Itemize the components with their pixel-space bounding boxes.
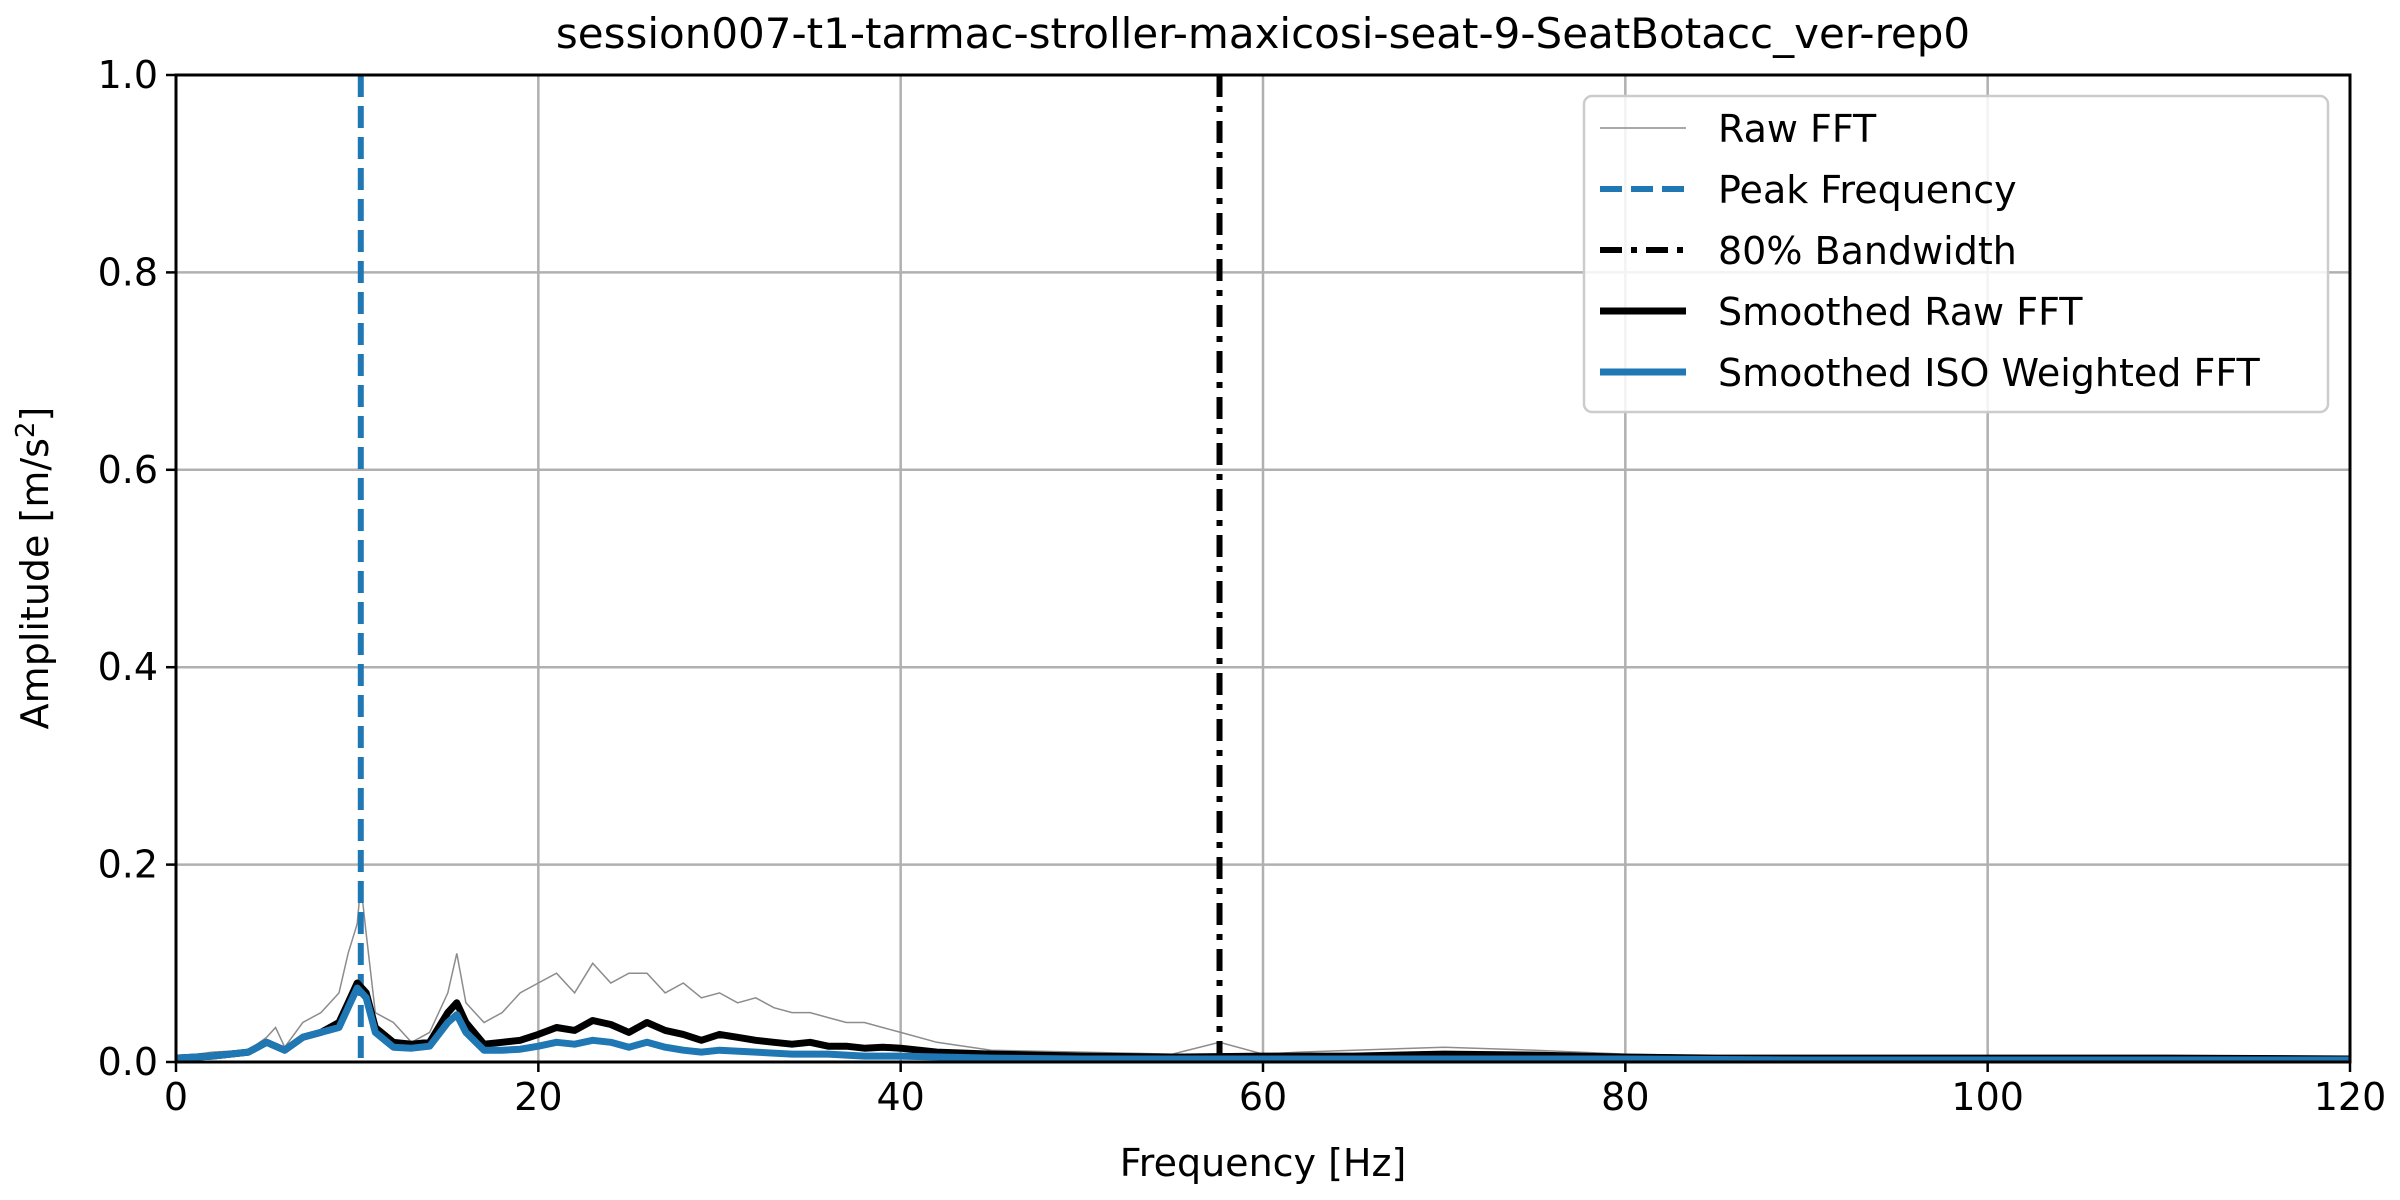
legend-label-peak-frequency: Peak Frequency <box>1718 168 2017 212</box>
y-tick-label: 0.0 <box>98 1040 158 1084</box>
y-tick-label: 0.2 <box>98 843 158 887</box>
raw-fft-line <box>175 884 2350 1059</box>
y-tick-label: 0.4 <box>98 645 158 689</box>
y-tick-label: 0.6 <box>98 448 158 492</box>
y-tick-label: 1.0 <box>98 53 158 97</box>
x-tick-label: 20 <box>514 1075 562 1119</box>
x-tick-label: 0 <box>164 1075 188 1119</box>
x-tick-label: 80 <box>1601 1075 1649 1119</box>
y-axis-label: Amplitude [m/s2] <box>11 407 57 730</box>
x-tick-label: 120 <box>2314 1075 2387 1119</box>
series-layer <box>175 75 2351 1064</box>
smoothed-iso-weighted-fft-line <box>175 984 2350 1064</box>
x-axis-label: Frequency [Hz] <box>1120 1141 1407 1185</box>
legend-box <box>1582 94 2330 414</box>
legend-label-smoothed-raw-fft: Smoothed Raw FFT <box>1718 290 2083 334</box>
chart-title: session007-t1-tarmac-stroller-maxicosi-s… <box>556 9 1970 58</box>
legend-label-bandwidth: 80% Bandwidth <box>1718 229 2017 273</box>
axis-ticks: 0 20 40 60 80 100 120 0.0 0.2 0.4 0.6 0.8 1.0 <box>98 53 2387 1119</box>
legend-label-smoothed-iso-fft: Smoothed ISO Weighted FFT <box>1718 351 2261 395</box>
x-tick-label: 100 <box>1951 1075 2024 1119</box>
x-tick-label: 40 <box>876 1075 924 1119</box>
legend-label-raw-fft: Raw FFT <box>1718 107 1877 151</box>
x-tick-label: 60 <box>1239 1075 1287 1119</box>
legend: Raw FFT Peak Frequency 80% Bandwidth Smo… <box>1582 94 2330 414</box>
y-tick-label: 0.8 <box>98 250 158 294</box>
